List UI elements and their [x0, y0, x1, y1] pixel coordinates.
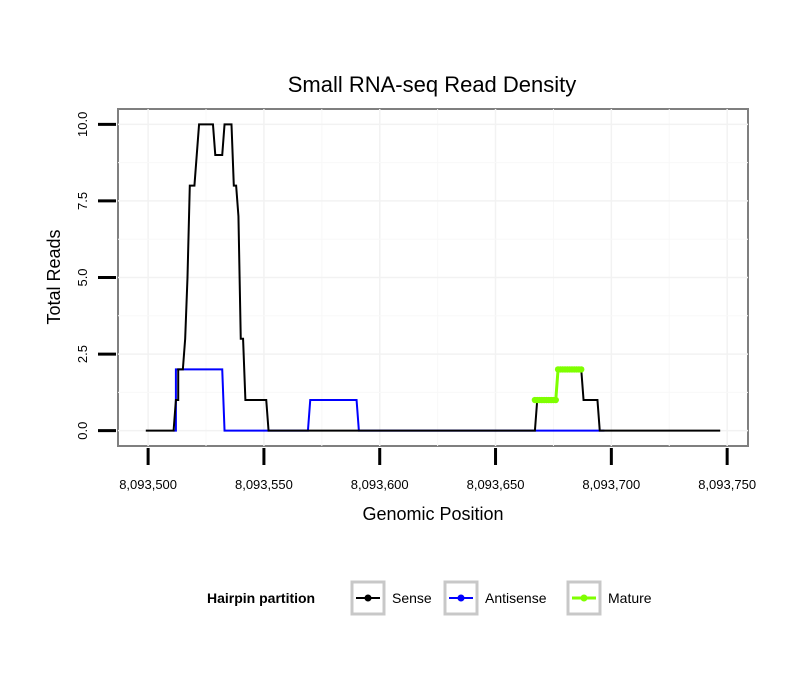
legend-label: Sense — [392, 590, 432, 606]
legend-key-point — [457, 594, 465, 602]
y-tick-label: 5.0 — [75, 268, 90, 286]
legend-label: Antisense — [485, 590, 547, 606]
y-tick-label: 2.5 — [75, 345, 90, 363]
legend-label: Mature — [608, 590, 652, 606]
grid — [118, 109, 748, 446]
y-tick-label: 10.0 — [75, 112, 90, 137]
x-tick-label: 8,093,700 — [582, 477, 640, 492]
legend-key-point — [364, 594, 372, 602]
mature-points — [531, 366, 585, 404]
legend-title: Hairpin partition — [207, 590, 315, 606]
legend-item-antisense: Antisense — [443, 580, 547, 616]
legend-item-mature: Mature — [566, 580, 652, 616]
chart-title: Small RNA-seq Read Density — [288, 72, 577, 97]
x-tick-label: 8,093,600 — [351, 477, 409, 492]
mature-point — [552, 396, 559, 404]
mature-point — [578, 366, 585, 373]
y-tick-label: 0.0 — [75, 422, 90, 440]
x-tick-label: 8,093,500 — [119, 477, 177, 492]
legend: Hairpin partition Sense Antisense Mature — [207, 580, 652, 616]
y-axis: 0.0 2.5 5.0 7.5 10.0 — [75, 112, 116, 440]
x-tick-label: 8,093,750 — [698, 477, 756, 492]
x-tick-label: 8,093,650 — [467, 477, 525, 492]
x-tick-label: 8,093,550 — [235, 477, 293, 492]
y-tick-label: 7.5 — [75, 192, 90, 210]
y-axis-title: Total Reads — [44, 229, 64, 324]
legend-item-sense: Sense — [350, 580, 432, 616]
x-axis: 8,093,500 8,093,550 8,093,600 8,093,650 8,09… — [119, 448, 756, 492]
legend-key-point — [580, 594, 588, 602]
x-axis-title: Genomic Position — [362, 504, 503, 524]
